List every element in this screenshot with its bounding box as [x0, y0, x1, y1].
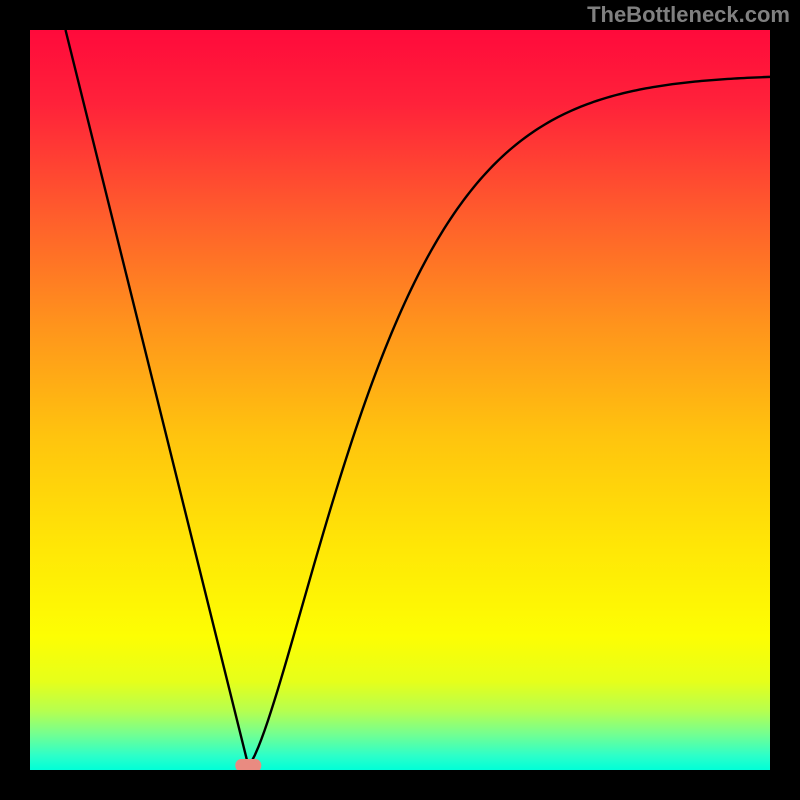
gradient-background [30, 30, 770, 770]
chart-svg [30, 30, 770, 770]
minimum-marker [235, 759, 261, 770]
plot-area [30, 30, 770, 770]
watermark-text: TheBottleneck.com [587, 2, 790, 28]
